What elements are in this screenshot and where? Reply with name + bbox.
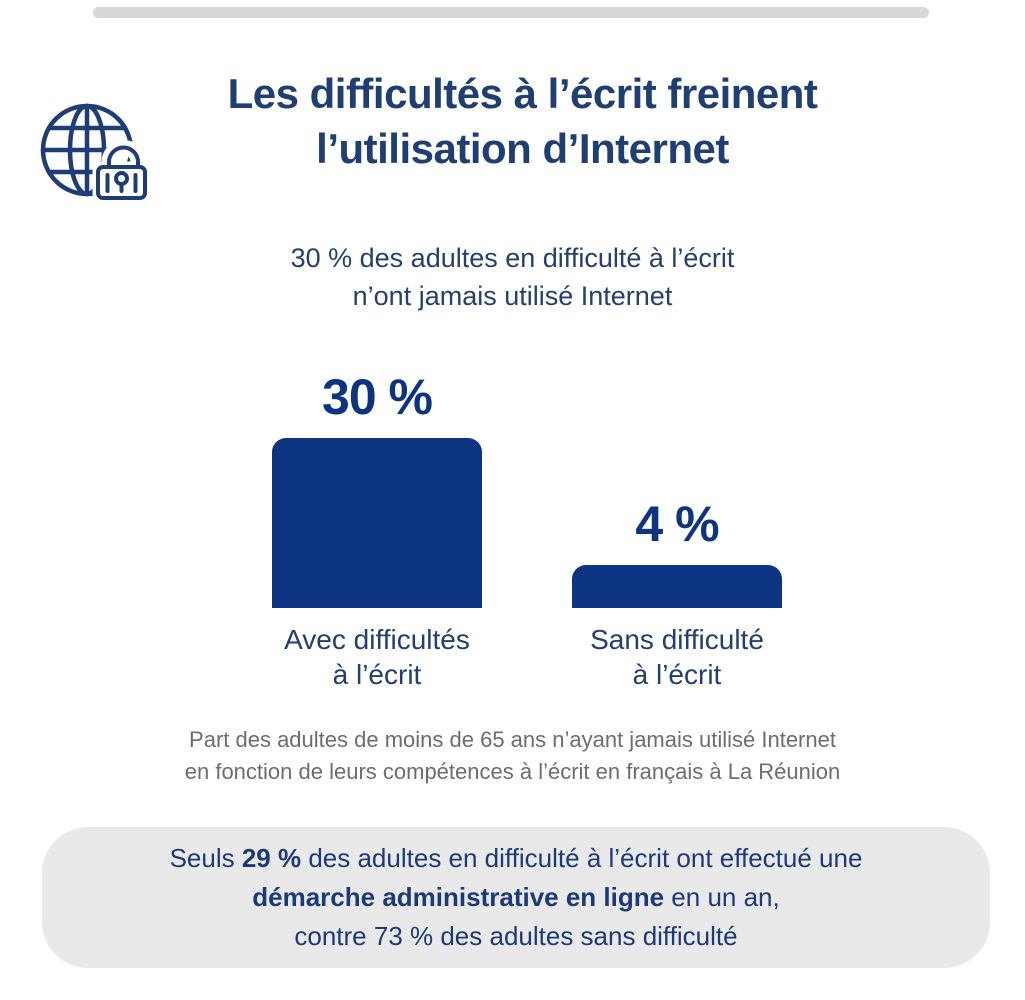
note-text-bold: 29 % xyxy=(241,843,302,873)
subtitle-line-1: 30 % des adultes en difficulté à l’écrit xyxy=(290,243,735,273)
subtitle-line-2: n’ont jamais utilisé Internet xyxy=(352,280,673,311)
title-line-1: Les difficultés à l’écrit freinent xyxy=(227,70,818,117)
note-box: Seuls 29 % des adultes en difficulté à l… xyxy=(42,827,990,968)
note-text: Seuls xyxy=(169,843,242,873)
page-title: Les difficultés à l’écrit freinent l’uti… xyxy=(150,66,895,177)
caption-line-2: en fonction de leurs compétences à l’écr… xyxy=(184,758,841,784)
note-line: démarche administrative en ligne en un a… xyxy=(252,878,779,917)
caption-line-1: Part des adultes de moins de 65 ans n’ay… xyxy=(189,727,836,752)
note-text: en un an, xyxy=(664,882,780,912)
bar-value-label: 4 % xyxy=(635,496,719,552)
globe-lock-icon-svg xyxy=(40,103,151,204)
note-line: Seuls 29 % des adultes en difficulté à l… xyxy=(170,839,863,878)
note-text-bold: démarche administrative en ligne xyxy=(252,882,665,912)
bar-area: 4 % xyxy=(547,368,807,608)
subtitle: 30 % des adultes en difficulté à l’écrit… xyxy=(0,240,1025,316)
note-text: des adultes en difficulté à l’écrit ont … xyxy=(301,843,863,873)
top-divider-bar xyxy=(93,7,929,18)
bar-category-label: Avec difficultés à l’écrit xyxy=(284,624,470,690)
bar-value-label: 30 % xyxy=(322,369,433,425)
bar-area: 30 % xyxy=(247,368,507,608)
bar-chart: 30 % Avec difficultés à l’écrit 4 % Sans dif… xyxy=(247,368,807,692)
bar xyxy=(572,565,782,608)
bar-category-label: Sans difficulté à l’écrit xyxy=(590,624,764,690)
title-line-2: l’utilisation d’Internet xyxy=(316,125,729,173)
note-text: contre 73 % des adultes sans difficulté xyxy=(294,921,738,951)
note-line: contre 73 % des adultes sans difficulté xyxy=(294,917,737,956)
chart-column: 4 % Sans difficulté à l’écrit xyxy=(547,368,807,692)
chart-caption: Part des adultes de moins de 65 ans n’ay… xyxy=(0,724,1025,788)
globe-lock-icon xyxy=(30,95,155,210)
bar xyxy=(272,438,482,608)
chart-column: 30 % Avec difficultés à l’écrit xyxy=(247,368,507,692)
